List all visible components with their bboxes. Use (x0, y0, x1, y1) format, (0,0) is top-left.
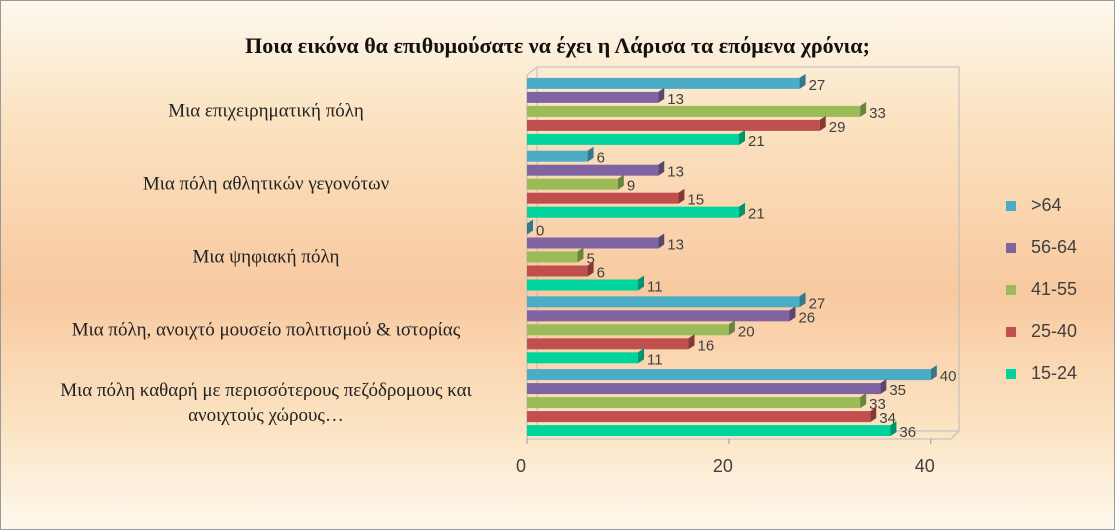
bar (527, 206, 739, 218)
bar-cap (870, 407, 877, 423)
bar-cap (739, 129, 745, 145)
bar-cap (819, 115, 826, 131)
bar-cap (688, 334, 695, 350)
data-label: 5 (586, 250, 594, 267)
bar-cap (799, 292, 806, 308)
bar-cap (617, 174, 624, 190)
bar (527, 150, 588, 162)
data-label: 34 (879, 410, 896, 427)
bar (527, 352, 639, 364)
data-label: 27 (809, 295, 826, 312)
bar (527, 265, 588, 277)
bar-cap (880, 379, 887, 395)
data-label: 9 (627, 178, 635, 195)
bar (527, 310, 790, 322)
bar (527, 91, 659, 103)
bar (527, 77, 800, 89)
bar-cap (587, 261, 594, 277)
data-label: 6 (597, 264, 605, 281)
bar (527, 383, 881, 395)
bar (527, 324, 729, 336)
data-label: 33 (869, 105, 886, 122)
legend-label: 25-40 (1031, 321, 1077, 341)
data-label: 36 (899, 424, 916, 441)
bar (527, 296, 800, 308)
data-label: 16 (698, 337, 715, 354)
data-label: 11 (647, 351, 663, 368)
bar-cap (658, 233, 665, 249)
bar-cap (678, 188, 685, 204)
data-label: 0 (536, 222, 544, 239)
legend-label: 56-64 (1031, 237, 1077, 257)
data-label: 35 (889, 382, 906, 399)
bar-cap (658, 87, 665, 103)
bar-cap (527, 219, 533, 235)
bar (527, 338, 689, 350)
data-label: 29 (829, 119, 846, 136)
data-label: 21 (748, 133, 765, 150)
bar-cap (728, 320, 735, 336)
bar-cap (860, 101, 867, 117)
chart-title: Ποια εικόνα θα επιθυμούσατε να έχει η Λά… (245, 33, 870, 58)
bar-cap (789, 306, 796, 322)
bar (527, 397, 861, 409)
data-label: 13 (667, 164, 684, 181)
data-label: 13 (667, 91, 684, 108)
x-tick-label: 40 (915, 456, 935, 476)
bar-cap (799, 73, 806, 89)
x-tick-label: 20 (713, 456, 733, 476)
bar (527, 192, 679, 204)
bar-cap (638, 348, 645, 364)
category-label: Μια ψηφιακή πόλη (192, 246, 340, 268)
bar-cap (587, 146, 594, 162)
bar-cap (658, 160, 665, 176)
category-label: Μια πόλη καθαρή με περισσότερους πεζόδρο… (60, 379, 472, 426)
category-label: Μια πόλη αθλητικών γεγονότων (142, 173, 390, 195)
data-label: 27 (809, 77, 826, 94)
bar (527, 425, 891, 437)
legend-swatch (1006, 243, 1016, 253)
legend-swatch (1006, 369, 1016, 379)
data-label: 15 (687, 192, 704, 209)
data-label: 20 (738, 323, 755, 340)
bar (527, 133, 739, 145)
bar-cap (860, 393, 867, 409)
data-label: 6 (597, 150, 605, 167)
data-label: 21 (748, 206, 765, 223)
legend-swatch (1006, 285, 1016, 295)
bar-cap (739, 202, 745, 218)
category-label: Μια πόλη, ανοιχτό μουσείο πολιτισμού & ι… (71, 319, 461, 341)
bar (527, 164, 659, 176)
bar (527, 279, 639, 291)
data-label: 40 (940, 368, 957, 385)
bar (527, 105, 861, 117)
bar-cap (638, 275, 645, 291)
x-tick-label: 0 (516, 456, 526, 476)
category-label: Μια επιχειρηματική πόλη (168, 100, 364, 122)
bar (527, 251, 578, 263)
bar (527, 237, 659, 249)
bar-cap (930, 365, 937, 381)
legend-swatch (1006, 327, 1016, 337)
data-label: 13 (667, 236, 684, 253)
bar (527, 369, 931, 381)
bar (527, 411, 871, 423)
bar (527, 178, 618, 190)
bar-cap (577, 247, 584, 263)
bar (527, 119, 820, 131)
legend-label: 15-24 (1031, 363, 1077, 383)
bar-cap (890, 421, 897, 437)
legend-label: >64 (1031, 195, 1062, 215)
data-label: 26 (798, 309, 815, 326)
legend-label: 41-55 (1031, 279, 1077, 299)
legend-swatch (1006, 201, 1016, 211)
data-label: 33 (869, 396, 886, 413)
data-label: 11 (647, 278, 663, 295)
